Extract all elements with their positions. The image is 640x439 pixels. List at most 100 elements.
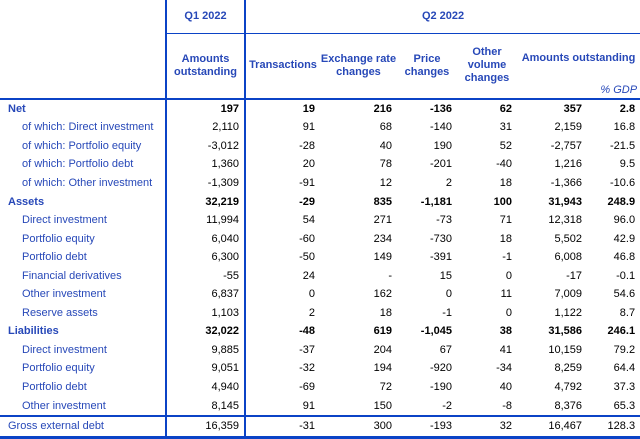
cell-value: -1,366: [550, 176, 582, 189]
cell-value: 204: [373, 343, 392, 356]
cell-value: 18: [499, 176, 512, 189]
row-label: Financial derivatives: [22, 269, 122, 282]
cell-value: 2: [244, 304, 320, 323]
cell-value: 16,359: [165, 415, 245, 439]
row-label: Gross external debt: [0, 415, 166, 439]
cell-value: 9,885: [165, 341, 245, 360]
cell-value: 42.9: [613, 232, 636, 245]
q1-header: Q1 2022: [165, 0, 245, 34]
cell-value: 67: [439, 343, 452, 356]
cell-value: 18: [499, 232, 512, 245]
cell-value: 248.9: [607, 195, 636, 208]
cell-value: 0: [505, 306, 512, 319]
row-label: Other investment: [22, 399, 106, 412]
cell-value: 197: [165, 99, 245, 119]
column-header-row: Amounts outstanding Transactions Exchang…: [0, 33, 640, 100]
cell-value: -32: [244, 359, 320, 379]
cell-value: -190: [429, 381, 452, 393]
table-row: of which: Portfolio debt 1,360 20 78 -201 -40…: [0, 155, 640, 175]
cell-value: 41: [499, 343, 512, 356]
cell-value: -730: [429, 232, 452, 245]
cell-value: -2,757: [550, 139, 582, 152]
cell-value: 96.0: [613, 214, 636, 227]
cell-value: -48: [244, 322, 320, 342]
row-label: Net: [8, 102, 26, 115]
table-row: Direct investment 11,994 54 271 -73 71 12,318 9…: [0, 211, 640, 230]
table-row: of which: Other investment -1,309 -91 12 2 18…: [0, 174, 640, 193]
cell-value: 62: [499, 102, 512, 115]
cell-value: -40: [496, 158, 512, 171]
q2-header: Q2 2022: [243, 0, 640, 34]
cell-value: 6,300: [165, 248, 245, 267]
cell-value: 0: [505, 269, 512, 282]
cell-value: -31: [244, 415, 320, 439]
cell-value: -8: [502, 399, 512, 412]
col-header-exchange-rate-changes: Exchange rate changes: [320, 33, 397, 100]
cell-value: 6,837: [165, 285, 245, 305]
row-label: Reserve assets: [22, 306, 98, 319]
cell-value: 6,040: [165, 229, 245, 249]
row-label: of which: Other investment: [22, 176, 153, 189]
cell-value: 0: [445, 288, 452, 301]
cell-value: 91: [244, 396, 320, 417]
row-label: Direct investment: [22, 343, 107, 356]
cell-value: -50: [244, 248, 320, 267]
cell-value: -2: [442, 399, 452, 412]
cell-value: 52: [499, 139, 512, 152]
cell-value: 9.5: [619, 158, 636, 171]
table-row: Other investment 6,837 0 162 0 11 7,009 54.6: [0, 285, 640, 305]
cell-value: 1,103: [165, 304, 245, 323]
cell-value: 100: [493, 195, 512, 208]
cell-value: -28: [244, 137, 320, 156]
row-label: Portfolio debt: [22, 381, 87, 393]
cell-value: 1,216: [554, 158, 582, 171]
cell-value: -60: [244, 229, 320, 249]
cell-value: 78: [379, 158, 392, 171]
cell-value: -193: [397, 415, 457, 439]
cell-value: 0: [244, 285, 320, 305]
cell-value: -3,012: [165, 137, 245, 156]
cell-value: 31: [499, 121, 512, 134]
row-label: Liabilities: [8, 325, 59, 338]
cell-value: 16.8: [613, 121, 636, 134]
cell-value: 71: [499, 214, 512, 227]
table-row: Assets 32,219 -29 835 -1,181 100 31,943 248.9: [0, 192, 640, 212]
cell-value: 31,943: [548, 195, 582, 208]
row-label: of which: Portfolio equity: [22, 139, 142, 152]
cell-value: 31,586: [548, 325, 582, 338]
cell-value: 11: [500, 288, 512, 301]
cell-value: 150: [373, 399, 392, 412]
cell-value: 4,792: [554, 381, 582, 393]
cell-value: 2,110: [165, 118, 245, 138]
table-row: Direct investment 9,885 -37 204 67 41 10,159 79…: [0, 341, 640, 360]
cell-value: -920: [429, 362, 452, 375]
col-header-transactions: Transactions: [244, 33, 320, 100]
cell-value: 4,940: [165, 378, 245, 397]
cell-value: 37.3: [613, 381, 636, 393]
cell-value: 5,502: [554, 232, 582, 245]
cell-value: -136: [429, 102, 452, 115]
cell-value: 190: [433, 139, 452, 152]
corner-cell: [0, 33, 166, 100]
row-label: of which: Portfolio debt: [22, 158, 134, 171]
cell-value: -: [388, 269, 392, 282]
cell-value: 246.1: [607, 325, 636, 338]
quarter-header-row: Q1 2022 Q2 2022: [0, 0, 640, 34]
cell-value: -91: [244, 174, 320, 193]
col-header-amounts-outstanding-q1: Amounts outstanding: [165, 33, 245, 100]
cell-value: 91: [244, 118, 320, 138]
cell-value: 68: [379, 121, 392, 134]
cell-value: -55: [165, 266, 245, 286]
cell-value: 194: [373, 362, 392, 375]
cell-value: -1,181: [420, 195, 452, 208]
cell-value: 300: [320, 415, 397, 439]
table-row: Gross external debt 16,359 -31 300 -193 32 16,…: [0, 415, 640, 439]
cell-value: 10,159: [548, 343, 582, 356]
cell-value: -34: [496, 362, 512, 375]
cell-value: -391: [429, 251, 452, 264]
table-row: Liabilities 32,022 -48 619 -1,045 38 31,586 246…: [0, 322, 640, 342]
cell-value: 8,145: [165, 396, 245, 417]
cell-value: -73: [436, 214, 452, 227]
table-row: Portfolio equity 6,040 -60 234 -730 18 5,502 42…: [0, 229, 640, 249]
